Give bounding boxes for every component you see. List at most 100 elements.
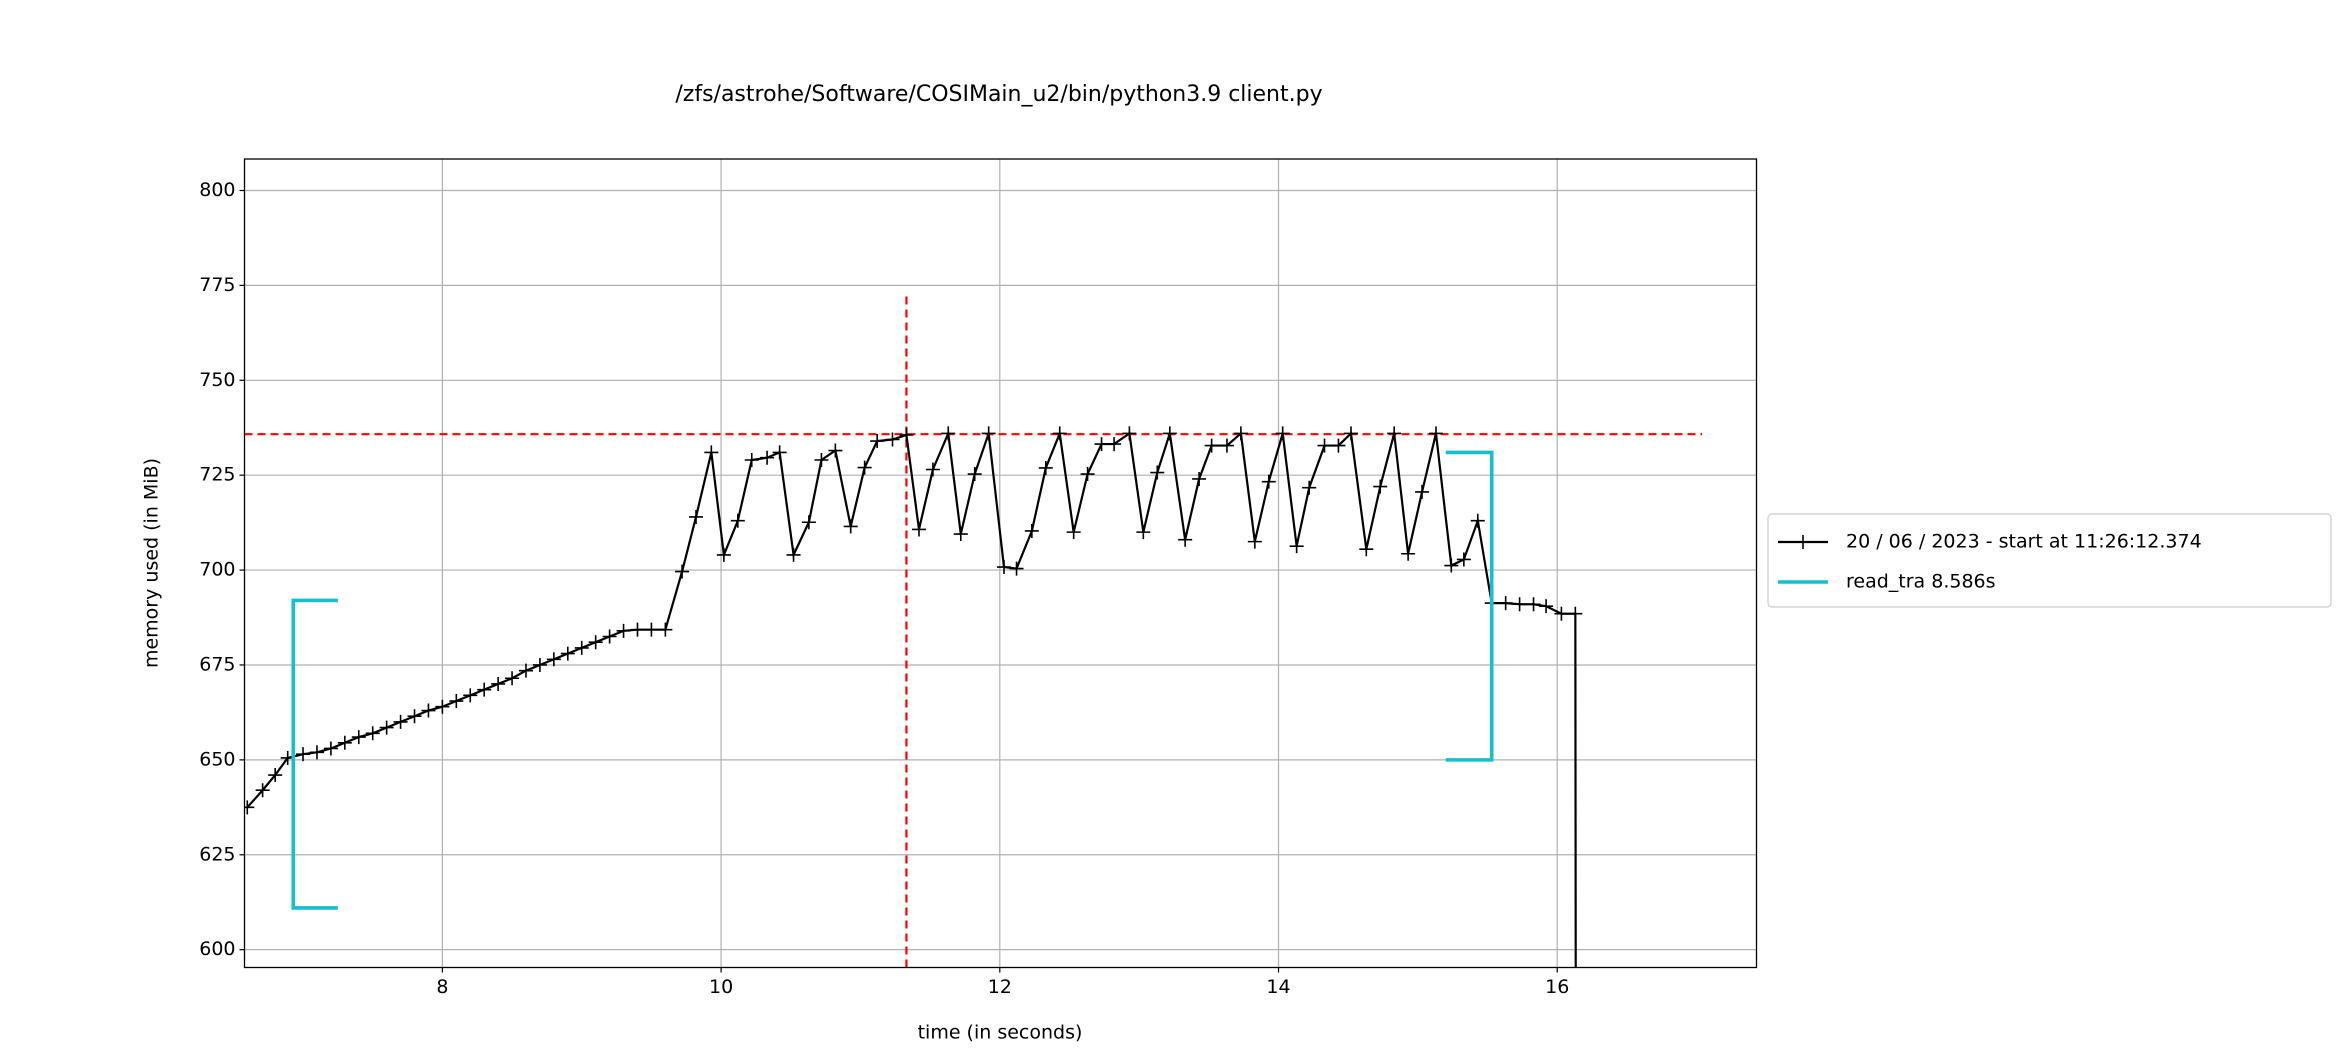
point-marker — [1178, 532, 1193, 547]
point-marker — [1052, 426, 1067, 441]
point-marker — [996, 560, 1011, 575]
point-marker — [911, 522, 926, 537]
point-marker — [1401, 546, 1416, 561]
point-marker — [857, 460, 872, 475]
point-marker — [716, 547, 731, 562]
point-marker — [941, 426, 956, 441]
y-tick-label: 750 — [199, 369, 235, 391]
point-marker — [1107, 437, 1122, 452]
y-tick-label: 725 — [199, 464, 235, 486]
point-marker — [1444, 558, 1459, 573]
point-marker — [675, 564, 690, 579]
point-marker — [658, 622, 673, 637]
point-marker — [1066, 525, 1081, 540]
y-tick-label: 675 — [199, 653, 235, 675]
point-marker — [1415, 484, 1430, 499]
y-tick-label: 600 — [199, 938, 235, 960]
point-marker — [1373, 479, 1388, 494]
point-marker — [393, 714, 408, 729]
point-marker — [630, 622, 645, 637]
point-marker — [1204, 438, 1219, 453]
point-marker — [814, 453, 829, 468]
point-marker — [925, 462, 940, 477]
y-tick-label: 700 — [199, 559, 235, 581]
point-marker — [786, 547, 801, 562]
point-marker — [1302, 480, 1317, 495]
point-marker — [644, 622, 659, 637]
point-marker — [967, 467, 982, 482]
point-marker — [296, 747, 311, 762]
point-marker — [255, 783, 270, 798]
point-marker — [689, 509, 704, 524]
x-tick-label: 10 — [709, 976, 733, 998]
tick-layer: 8 10 12 14 16 600 625 650 675 700 725 750 775 800 — [199, 179, 1569, 998]
x-tick-label: 14 — [1266, 976, 1290, 998]
chart-title: /zfs/astrohe/Software/COSIMain_u2/bin/py… — [675, 82, 1322, 107]
point-marker — [1568, 606, 1583, 621]
y-tick-label: 800 — [199, 179, 235, 201]
point-marker — [1456, 552, 1471, 567]
x-tick-label: 8 — [436, 976, 448, 998]
point-marker — [477, 682, 492, 697]
point-marker — [885, 432, 900, 447]
y-tick-label: 625 — [199, 843, 235, 865]
point-marker — [828, 443, 843, 458]
point-marker — [1261, 474, 1276, 489]
point-marker — [843, 519, 858, 534]
point-marker — [574, 640, 589, 655]
series-line — [291, 450, 1494, 910]
y-tick-label: 775 — [199, 274, 235, 296]
point-marker — [1162, 426, 1177, 441]
point-marker — [1470, 513, 1485, 528]
point-marker — [1539, 599, 1554, 614]
point-marker — [407, 709, 422, 724]
point-marker — [1343, 426, 1358, 441]
point-marker — [1275, 426, 1290, 441]
point-marker — [1289, 539, 1304, 554]
point-marker — [546, 652, 561, 667]
grid-layer — [244, 159, 1757, 968]
point-marker — [588, 635, 603, 650]
point-marker — [704, 445, 719, 460]
point-marker — [1498, 596, 1513, 611]
point-marker — [616, 623, 631, 638]
axes-frame — [243, 158, 1758, 969]
legend-marker — [1796, 535, 1810, 549]
point-marker — [1233, 426, 1248, 441]
x-tick-label: 16 — [1545, 976, 1569, 998]
point-marker — [532, 657, 547, 672]
point-marker — [505, 671, 520, 686]
point-marker — [1526, 597, 1541, 612]
point-marker — [801, 515, 816, 530]
point-marker — [1024, 523, 1039, 538]
point-marker — [1192, 471, 1207, 486]
point-marker — [899, 427, 914, 442]
y-tick-label: 650 — [199, 748, 235, 770]
point-marker — [435, 699, 450, 714]
point-marker — [491, 676, 506, 691]
point-marker — [1247, 534, 1262, 549]
point-marker — [337, 735, 352, 750]
legend-box — [1767, 513, 2332, 608]
x-tick-label: 12 — [988, 976, 1012, 998]
point-marker — [463, 688, 478, 703]
point-marker — [744, 453, 759, 468]
point-marker — [1317, 438, 1332, 453]
point-marker — [1387, 426, 1402, 441]
point-marker — [1080, 467, 1095, 482]
point-marker — [268, 768, 283, 783]
point-marker — [981, 426, 996, 441]
point-marker — [449, 694, 464, 709]
point-marker — [1122, 426, 1137, 441]
point-marker — [1359, 542, 1374, 557]
point-marker — [953, 527, 968, 542]
point-marker — [870, 434, 885, 449]
point-marker — [760, 450, 775, 465]
point-marker — [1428, 426, 1443, 441]
point-marker — [421, 703, 436, 718]
point-marker — [1136, 525, 1151, 540]
point-marker — [1512, 597, 1527, 612]
x-axis-label: time (in seconds) — [918, 1022, 1083, 1044]
point-marker — [730, 513, 745, 528]
